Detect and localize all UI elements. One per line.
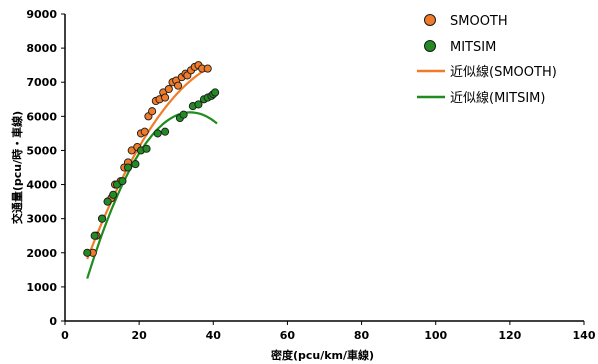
data-point-mitsim (123, 163, 133, 172)
y-tick-label: 0 (49, 315, 57, 328)
y-tick-label: 8000 (26, 42, 57, 55)
legend-label: 近似線(SMOOTH) (450, 64, 557, 80)
legend-marker-mitsim (424, 40, 436, 52)
x-tick-label: 140 (573, 329, 596, 342)
data-point-mitsim (131, 160, 140, 169)
legend-label: MITSIM (450, 40, 496, 55)
data-point-mitsim (161, 127, 170, 136)
y-tick-label: 2000 (26, 247, 57, 260)
data-point-smooth (164, 84, 173, 94)
data-point-smooth (174, 81, 183, 90)
x-tick-label: 20 (131, 329, 147, 342)
data-point-smooth (203, 64, 212, 73)
data-point-mitsim (179, 110, 188, 119)
x-tick-label: 100 (424, 329, 447, 342)
data-point-mitsim (98, 214, 107, 223)
x-axis-title: 密度(pcu/km/車線) (271, 348, 374, 362)
legend: SMOOTH MITSIM 近似線(SMOOTH) 近似線(MITSIM) (417, 14, 557, 106)
data-point-mitsim (118, 177, 127, 186)
legend-label: 近似線(MITSIM) (450, 90, 545, 106)
data-point-mitsim (142, 144, 151, 153)
data-point-smooth (140, 127, 149, 136)
y-axis-title: 交通量(pcu/時・車線) (10, 111, 24, 224)
data-point-smooth (148, 107, 157, 116)
data-point-mitsim (103, 197, 112, 206)
x-tick-label: 80 (354, 329, 370, 342)
y-tick-label: 5000 (26, 144, 57, 157)
x-tick-label: 40 (206, 329, 222, 342)
y-tick-label: 9000 (26, 8, 57, 21)
data-point-mitsim (109, 190, 118, 199)
y-tick-label: 1000 (26, 281, 57, 294)
data-point-mitsim (83, 248, 92, 257)
x-tick-label: 120 (498, 329, 521, 342)
y-tick-label: 4000 (26, 179, 57, 192)
fit-line-mitsim (86, 111, 218, 279)
y-tick-label: 3000 (26, 213, 57, 226)
y-tick-label: 6000 (26, 110, 57, 123)
plot-area (83, 61, 220, 279)
y-tick-label: 7000 (26, 76, 57, 89)
data-point-mitsim (90, 231, 99, 240)
data-point-smooth (161, 93, 170, 102)
data-point-mitsim (211, 88, 220, 97)
legend-marker-smooth (424, 14, 436, 26)
x-tick-label: 60 (280, 329, 296, 342)
x-tick-label: 0 (61, 329, 69, 342)
legend-label: SMOOTH (450, 14, 508, 29)
axes: 0 1000 2000 3000 4000 5000 6000 7000 8000 9000 0 20… (10, 8, 596, 362)
data-point-mitsim (153, 129, 162, 138)
data-point-mitsim (194, 100, 203, 109)
fit-line-smooth (86, 68, 207, 260)
